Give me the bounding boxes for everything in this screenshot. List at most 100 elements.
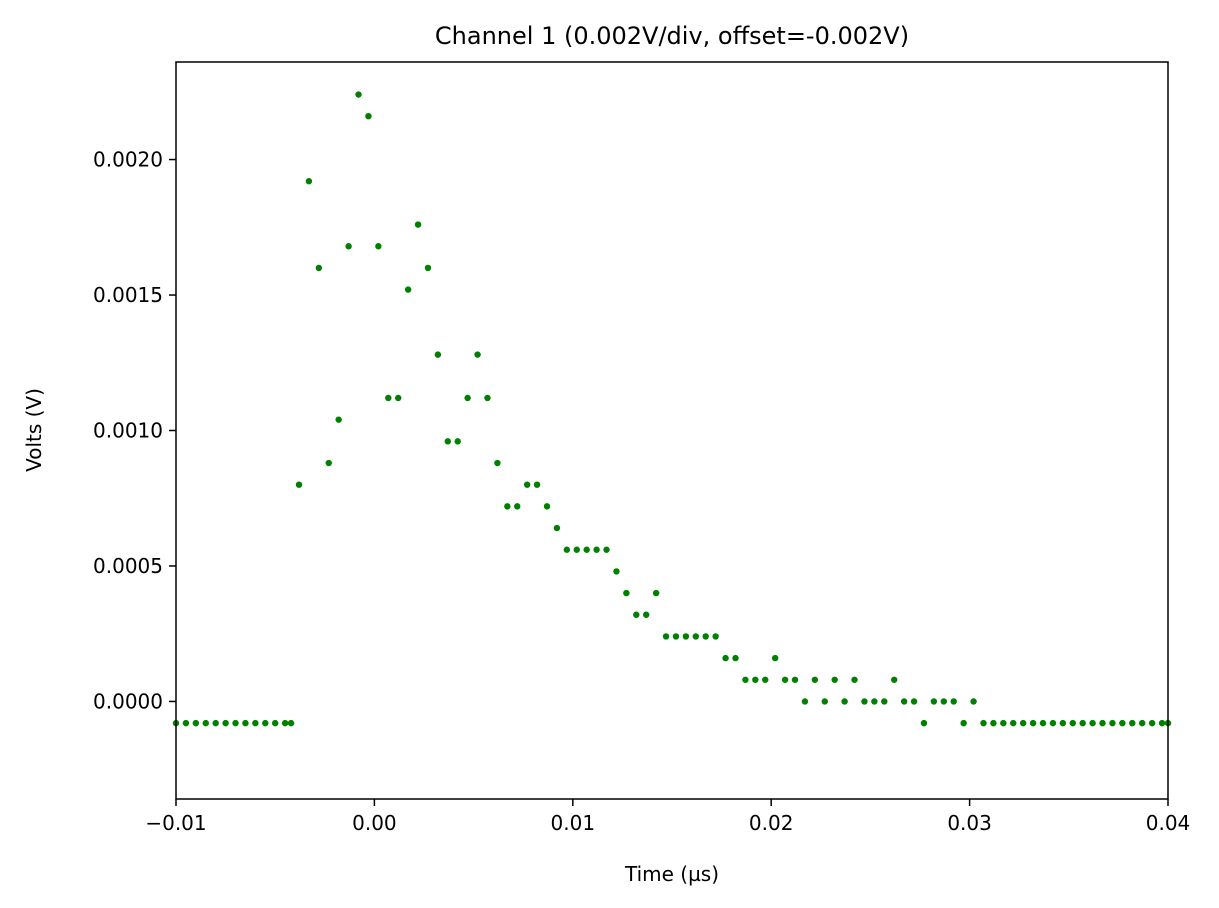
data-point bbox=[315, 264, 323, 272]
data-point bbox=[543, 503, 551, 510]
data-point bbox=[232, 719, 239, 727]
x-axis-title: Time (µs) bbox=[624, 862, 719, 886]
data-point bbox=[722, 654, 729, 662]
data-point bbox=[375, 243, 382, 250]
chart-title: Channel 1 (0.002V/div, offset=-0.002V) bbox=[435, 22, 909, 50]
data-point bbox=[960, 719, 967, 727]
data-point bbox=[434, 351, 442, 358]
data-point bbox=[831, 676, 838, 683]
data-point bbox=[643, 611, 650, 618]
data-point bbox=[262, 719, 269, 727]
y-tick-label: 0.0020 bbox=[93, 148, 163, 172]
data-point bbox=[1109, 719, 1116, 727]
data-point bbox=[900, 698, 908, 705]
data-point bbox=[672, 633, 680, 640]
data-point bbox=[281, 719, 289, 727]
data-point bbox=[454, 438, 461, 445]
data-point bbox=[940, 698, 948, 705]
data-point bbox=[395, 394, 402, 402]
data-point bbox=[1019, 719, 1027, 727]
data-point bbox=[771, 654, 779, 662]
data-point bbox=[345, 243, 352, 250]
data-point bbox=[712, 633, 719, 640]
data-point bbox=[930, 698, 938, 705]
data-point bbox=[1010, 719, 1017, 727]
data-point bbox=[424, 264, 432, 272]
data-point bbox=[633, 611, 640, 618]
data-point bbox=[202, 719, 209, 727]
data-point bbox=[980, 719, 987, 727]
data-point bbox=[1049, 719, 1057, 727]
data-point bbox=[861, 698, 868, 705]
x-tick-label: 0.00 bbox=[352, 811, 397, 835]
data-point bbox=[295, 481, 303, 488]
data-point bbox=[192, 719, 200, 727]
data-point bbox=[504, 503, 511, 510]
data-point bbox=[851, 676, 858, 683]
data-point bbox=[692, 633, 700, 640]
data-point bbox=[603, 546, 610, 553]
data-point bbox=[335, 416, 342, 423]
y-tick-label: 0.0000 bbox=[93, 689, 163, 713]
data-point bbox=[662, 633, 670, 640]
data-point bbox=[781, 676, 789, 683]
data-point bbox=[1099, 719, 1106, 727]
y-tick-label: 0.0005 bbox=[93, 554, 163, 578]
data-point bbox=[583, 546, 590, 553]
data-point bbox=[990, 719, 997, 727]
data-point bbox=[1158, 719, 1166, 727]
data-point bbox=[553, 524, 561, 532]
data-point bbox=[811, 676, 819, 683]
data-point bbox=[891, 676, 898, 683]
data-point bbox=[1148, 719, 1156, 727]
data-point bbox=[732, 654, 739, 662]
data-point bbox=[484, 394, 491, 402]
x-tick-label: 0.02 bbox=[749, 811, 794, 835]
data-point bbox=[910, 698, 918, 705]
data-point bbox=[762, 676, 769, 683]
data-point bbox=[1129, 719, 1136, 727]
data-point bbox=[182, 719, 190, 727]
data-point bbox=[1089, 719, 1096, 727]
data-point bbox=[242, 719, 249, 727]
data-point bbox=[365, 112, 372, 120]
y-axis-title: Volts (V) bbox=[22, 388, 46, 472]
data-point bbox=[821, 698, 828, 705]
data-point bbox=[752, 676, 759, 683]
data-point bbox=[1059, 719, 1067, 727]
data-point bbox=[1000, 719, 1007, 727]
data-point bbox=[252, 719, 259, 727]
data-point bbox=[514, 503, 521, 510]
data-point bbox=[305, 178, 313, 185]
data-point bbox=[613, 568, 620, 575]
data-point bbox=[533, 481, 541, 488]
data-point bbox=[841, 698, 848, 705]
data-point bbox=[881, 698, 888, 705]
data-point bbox=[404, 286, 412, 293]
data-point bbox=[1039, 719, 1047, 727]
data-point bbox=[1069, 719, 1076, 727]
data-point bbox=[355, 91, 362, 98]
x-tick-label: 0.01 bbox=[551, 811, 596, 835]
data-point bbox=[573, 546, 580, 553]
data-point bbox=[385, 394, 392, 402]
data-point bbox=[222, 719, 229, 727]
data-point bbox=[593, 546, 600, 553]
plot-area-frame bbox=[175, 61, 1169, 800]
data-point bbox=[920, 719, 928, 727]
data-point bbox=[1119, 719, 1126, 727]
y-tick-label: 0.0015 bbox=[93, 283, 163, 307]
data-point bbox=[801, 698, 809, 705]
x-axis: −0.01 0.00 0.01 0.02 0.03 0.04 bbox=[145, 799, 1190, 835]
x-tick-label: 0.03 bbox=[947, 811, 992, 835]
data-point bbox=[474, 351, 481, 358]
data-point bbox=[325, 459, 332, 467]
data-point bbox=[1079, 719, 1086, 727]
data-point bbox=[1029, 719, 1037, 727]
data-point bbox=[950, 698, 957, 705]
data-point bbox=[871, 698, 878, 705]
data-point bbox=[742, 676, 749, 683]
data-point bbox=[444, 438, 452, 445]
data-point bbox=[652, 589, 660, 597]
